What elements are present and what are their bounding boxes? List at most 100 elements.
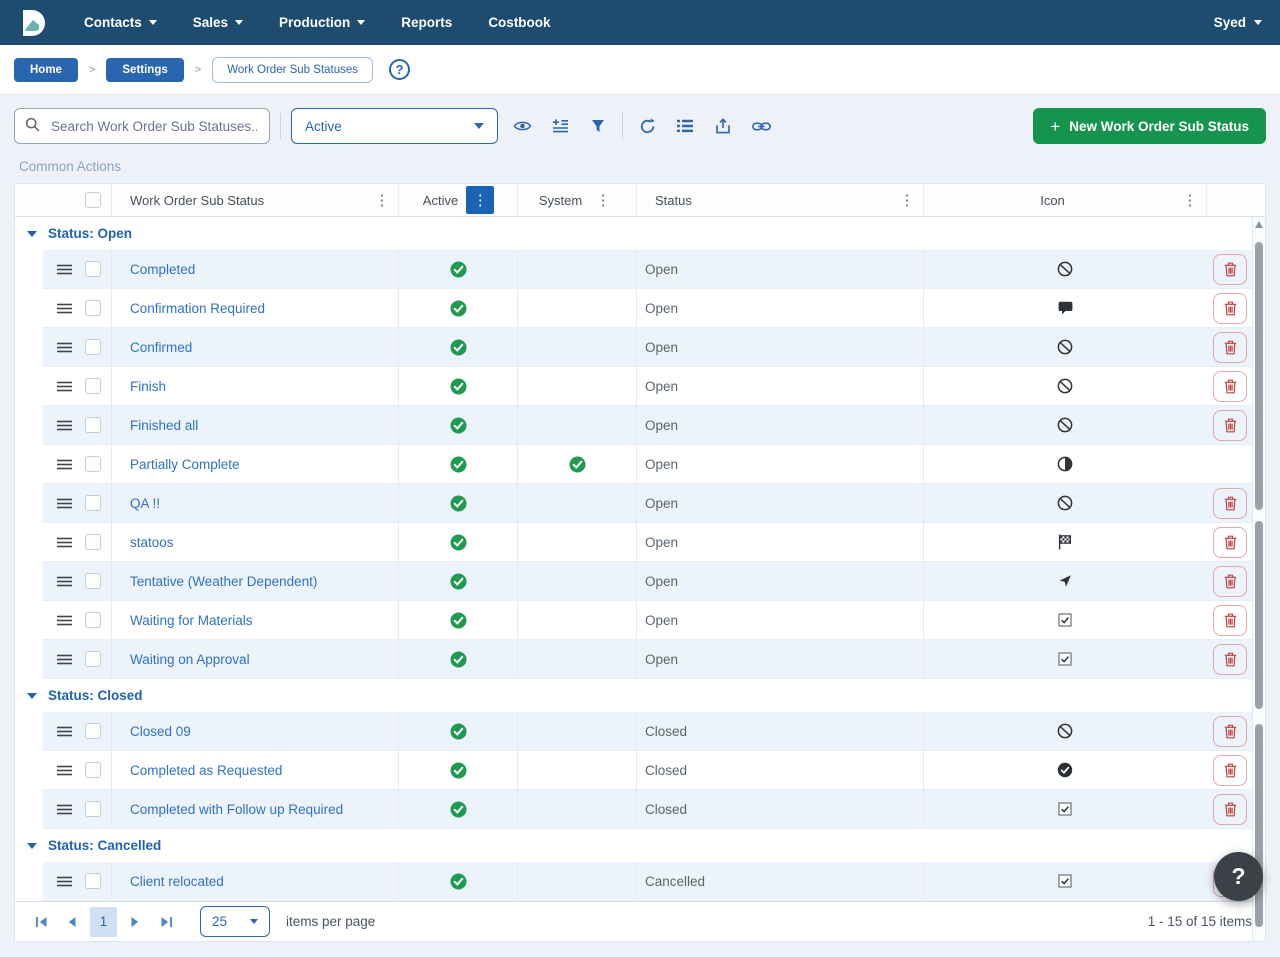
- delete-button[interactable]: [1213, 410, 1247, 441]
- add-row-icon[interactable]: [546, 111, 574, 141]
- delete-button[interactable]: [1213, 755, 1247, 786]
- copy-link-icon[interactable]: [747, 111, 775, 141]
- drag-handle-icon[interactable]: [43, 445, 85, 483]
- app-logo-icon[interactable]: [18, 7, 50, 39]
- scroll-up-icon[interactable]: [1255, 221, 1263, 228]
- status-filter-dropdown[interactable]: Active: [291, 108, 498, 144]
- sub-status-link[interactable]: Partially Complete: [130, 457, 240, 472]
- drag-handle-icon[interactable]: [43, 328, 85, 366]
- drag-handle-icon[interactable]: [43, 367, 85, 405]
- scrollbar-thumb[interactable]: [1255, 724, 1263, 927]
- vertical-scrollbar[interactable]: [1252, 217, 1265, 941]
- drag-handle-icon[interactable]: [43, 484, 85, 522]
- select-all-checkbox[interactable]: [85, 192, 101, 208]
- sub-status-link[interactable]: Closed 09: [130, 724, 191, 739]
- row-checkbox[interactable]: [85, 873, 101, 889]
- collapse-group-icon[interactable]: [27, 231, 37, 237]
- breadcrumb-item-work-order-sub-statuses[interactable]: Work Order Sub Statuses: [212, 57, 373, 83]
- last-page-button[interactable]: [153, 909, 179, 935]
- column-menu-icon-active[interactable]: ⋮: [466, 186, 494, 214]
- delete-button[interactable]: [1213, 716, 1247, 747]
- nav-item-contacts[interactable]: Contacts: [84, 15, 157, 30]
- help-fab-button[interactable]: ?: [1214, 852, 1263, 901]
- row-checkbox[interactable]: [85, 651, 101, 667]
- delete-button[interactable]: [1213, 371, 1247, 402]
- user-menu[interactable]: Syed: [1214, 15, 1262, 30]
- previous-page-button[interactable]: [59, 909, 85, 935]
- column-menu-icon[interactable]: ⋮: [1177, 188, 1203, 212]
- sub-status-link[interactable]: Confirmed: [130, 340, 192, 355]
- breadcrumb-item-home[interactable]: Home: [14, 58, 78, 82]
- sub-status-link[interactable]: Client relocated: [130, 874, 224, 889]
- refresh-icon[interactable]: [633, 111, 661, 141]
- sub-status-link[interactable]: QA !!: [130, 496, 160, 511]
- sub-status-link[interactable]: Completed with Follow up Required: [130, 802, 343, 817]
- row-checkbox[interactable]: [85, 762, 101, 778]
- drag-handle-icon[interactable]: [43, 601, 85, 639]
- row-checkbox[interactable]: [85, 801, 101, 817]
- row-checkbox[interactable]: [85, 417, 101, 433]
- delete-button[interactable]: [1213, 644, 1247, 675]
- scrollbar-thumb[interactable]: [1255, 521, 1263, 709]
- sub-status-link[interactable]: Confirmation Required: [130, 301, 265, 316]
- delete-button[interactable]: [1213, 332, 1247, 363]
- first-page-button[interactable]: [28, 909, 54, 935]
- drag-handle-icon[interactable]: [43, 790, 85, 828]
- column-menu-icon[interactable]: ⋮: [894, 188, 920, 212]
- drag-handle-icon[interactable]: [43, 250, 85, 288]
- next-page-button[interactable]: [122, 909, 148, 935]
- drag-handle-icon[interactable]: [43, 862, 85, 900]
- drag-handle-icon[interactable]: [43, 523, 85, 561]
- row-checkbox[interactable]: [85, 495, 101, 511]
- delete-button[interactable]: [1213, 293, 1247, 324]
- page-size-dropdown[interactable]: 25: [200, 906, 270, 937]
- delete-button[interactable]: [1213, 605, 1247, 636]
- sub-status-link[interactable]: Finish: [130, 379, 166, 394]
- drag-handle-icon[interactable]: [43, 562, 85, 600]
- collapse-group-icon[interactable]: [27, 843, 37, 849]
- filter-icon[interactable]: [584, 111, 612, 141]
- delete-button[interactable]: [1213, 527, 1247, 558]
- nav-item-production[interactable]: Production: [279, 15, 365, 30]
- drag-handle-icon[interactable]: [43, 289, 85, 327]
- nav-item-costbook[interactable]: Costbook: [488, 15, 550, 30]
- column-menu-icon[interactable]: ⋮: [590, 188, 616, 212]
- sub-status-link[interactable]: statoos: [130, 535, 174, 550]
- visibility-icon[interactable]: [508, 111, 536, 141]
- drag-handle-icon[interactable]: [43, 751, 85, 789]
- drag-handle-icon[interactable]: [43, 406, 85, 444]
- delete-button[interactable]: [1213, 794, 1247, 825]
- drag-handle-icon[interactable]: [43, 640, 85, 678]
- nav-item-reports[interactable]: Reports: [401, 15, 452, 30]
- sub-status-link[interactable]: Waiting for Materials: [130, 613, 253, 628]
- row-checkbox[interactable]: [85, 534, 101, 550]
- row-checkbox[interactable]: [85, 300, 101, 316]
- sub-status-link[interactable]: Completed as Requested: [130, 763, 282, 778]
- row-checkbox[interactable]: [85, 378, 101, 394]
- row-checkbox[interactable]: [85, 573, 101, 589]
- collapse-group-icon[interactable]: [27, 693, 37, 699]
- sub-status-link[interactable]: Finished all: [130, 418, 198, 433]
- scrollbar-thumb[interactable]: [1255, 242, 1263, 510]
- delete-button[interactable]: [1213, 488, 1247, 519]
- row-checkbox[interactable]: [85, 339, 101, 355]
- export-icon[interactable]: [709, 111, 737, 141]
- row-checkbox[interactable]: [85, 261, 101, 277]
- drag-handle-icon[interactable]: [43, 712, 85, 750]
- current-page[interactable]: 1: [90, 907, 117, 937]
- row-checkbox[interactable]: [85, 612, 101, 628]
- help-circle-icon[interactable]: ?: [389, 59, 410, 80]
- list-view-icon[interactable]: [671, 111, 699, 141]
- delete-button[interactable]: [1213, 566, 1247, 597]
- row-checkbox[interactable]: [85, 456, 101, 472]
- new-work-order-sub-status-button[interactable]: + New Work Order Sub Status: [1033, 108, 1266, 144]
- delete-button[interactable]: [1213, 254, 1247, 285]
- sub-status-link[interactable]: Waiting on Approval: [130, 652, 250, 667]
- nav-item-sales[interactable]: Sales: [193, 15, 243, 30]
- row-checkbox[interactable]: [85, 723, 101, 739]
- breadcrumb-item-settings[interactable]: Settings: [106, 58, 183, 82]
- column-menu-icon[interactable]: ⋮: [369, 188, 395, 212]
- sub-status-link[interactable]: Tentative (Weather Dependent): [130, 574, 317, 589]
- search-input[interactable]: [49, 118, 259, 135]
- sub-status-link[interactable]: Completed: [130, 262, 195, 277]
